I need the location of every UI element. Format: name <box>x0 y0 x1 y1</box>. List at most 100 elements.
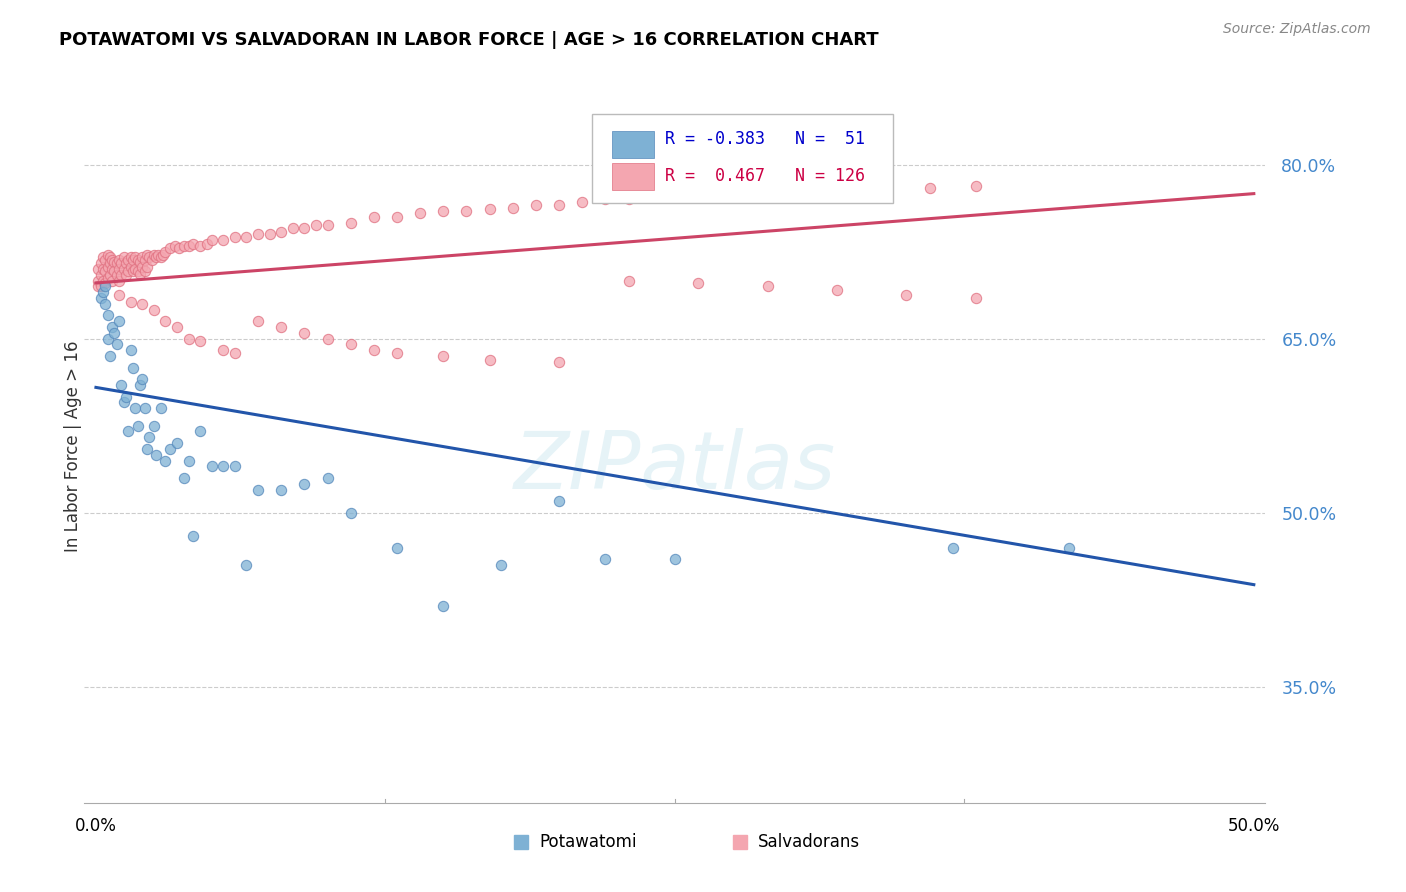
Point <box>502 201 524 215</box>
Point <box>489 558 512 572</box>
Point <box>159 241 181 255</box>
Point <box>101 262 124 277</box>
Point <box>188 334 211 348</box>
Point <box>131 251 153 265</box>
Point <box>224 459 246 474</box>
Point <box>548 355 571 369</box>
Point <box>339 506 361 520</box>
Point <box>432 349 454 363</box>
Point <box>247 314 270 328</box>
Text: Potawatomi: Potawatomi <box>538 833 637 851</box>
Point <box>112 395 135 409</box>
Point <box>177 453 200 467</box>
Point <box>108 287 131 301</box>
Point <box>825 283 848 297</box>
Point <box>409 206 432 220</box>
Point <box>385 541 408 555</box>
Text: R = -0.383   N =  51: R = -0.383 N = 51 <box>665 130 866 148</box>
Point <box>105 256 128 270</box>
Point <box>87 274 110 288</box>
Point <box>90 279 112 293</box>
Point <box>849 181 872 195</box>
Point <box>96 332 118 346</box>
Point <box>292 326 315 340</box>
Point <box>91 285 114 300</box>
Point <box>142 248 165 262</box>
Point <box>122 360 145 375</box>
Point <box>965 178 987 193</box>
Point <box>212 343 235 358</box>
Point <box>224 345 246 359</box>
Point <box>103 264 125 278</box>
Point <box>90 268 112 282</box>
Point <box>316 332 339 346</box>
Point <box>112 262 135 277</box>
Point <box>90 291 112 305</box>
Point <box>173 471 195 485</box>
Point <box>110 256 132 270</box>
Point <box>155 244 177 259</box>
Point <box>135 442 157 456</box>
Point <box>212 459 235 474</box>
Point <box>117 425 139 439</box>
Point <box>135 260 157 274</box>
Point <box>710 186 733 201</box>
Point <box>110 378 132 392</box>
Point <box>152 248 174 262</box>
Point <box>177 239 200 253</box>
Point <box>127 264 149 278</box>
Point <box>201 233 224 247</box>
Point <box>173 239 195 253</box>
Point <box>124 401 146 416</box>
Point <box>177 332 200 346</box>
Point <box>129 267 152 281</box>
Point <box>756 183 779 197</box>
Point <box>120 343 142 358</box>
Point <box>163 239 186 253</box>
Point <box>98 256 121 270</box>
Point <box>127 252 149 267</box>
Point <box>548 198 571 212</box>
Point <box>115 256 138 270</box>
Point <box>686 276 709 290</box>
Point <box>145 448 167 462</box>
Point <box>918 181 941 195</box>
Bar <box>612 162 654 190</box>
Point <box>98 349 121 363</box>
Point <box>385 345 408 359</box>
Point <box>129 255 152 269</box>
Point <box>432 599 454 613</box>
Text: POTAWATOMI VS SALVADORAN IN LABOR FORCE | AGE > 16 CORRELATION CHART: POTAWATOMI VS SALVADORAN IN LABOR FORCE … <box>59 31 879 49</box>
Point <box>90 256 112 270</box>
Point <box>247 483 270 497</box>
Point <box>166 436 188 450</box>
Point <box>108 314 131 328</box>
Point <box>122 264 145 278</box>
Point <box>292 476 315 491</box>
Point <box>548 494 571 508</box>
Point <box>166 320 188 334</box>
Bar <box>612 130 654 158</box>
Point <box>188 425 211 439</box>
Text: ZIPatlas: ZIPatlas <box>513 428 837 507</box>
Point <box>145 251 167 265</box>
Point <box>803 183 825 197</box>
Point <box>432 204 454 219</box>
Point <box>117 264 139 278</box>
Point <box>138 251 160 265</box>
Point <box>641 190 664 204</box>
Point <box>108 262 131 277</box>
Point <box>96 260 118 274</box>
Point <box>524 198 547 212</box>
FancyBboxPatch shape <box>592 114 893 203</box>
Point <box>108 252 131 267</box>
Point <box>135 248 157 262</box>
Point <box>103 326 125 340</box>
Point <box>149 251 172 265</box>
Point <box>115 390 138 404</box>
Text: Source: ZipAtlas.com: Source: ZipAtlas.com <box>1223 22 1371 37</box>
Point <box>96 271 118 285</box>
Point <box>965 291 987 305</box>
Point <box>270 483 292 497</box>
Point <box>91 274 114 288</box>
